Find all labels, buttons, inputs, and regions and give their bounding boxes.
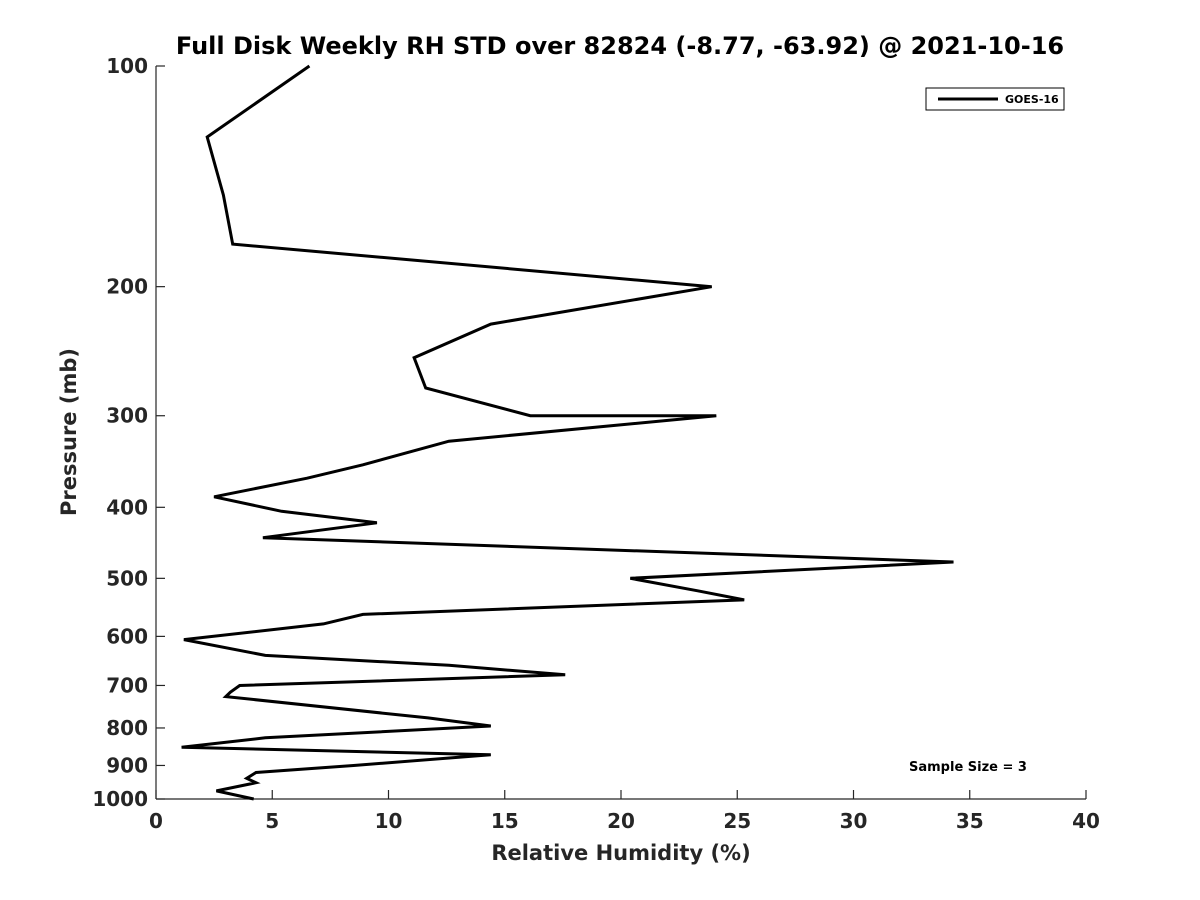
x-axis-label: Relative Humidity (%) [491, 841, 750, 865]
legend-label-goes-16: GOES-16 [1005, 93, 1059, 106]
y-tick-label: 200 [106, 275, 148, 299]
y-axis-label: Pressure (mb) [57, 348, 81, 516]
plot-frame [156, 66, 1086, 799]
y-tick-label: 800 [106, 716, 148, 740]
sample-size-annotation: Sample Size = 3 [909, 760, 1027, 775]
y-tick-label: 500 [106, 566, 148, 590]
y-tick-label: 700 [106, 673, 148, 697]
series-group [181, 64, 954, 801]
x-tick-label: 15 [491, 809, 519, 833]
x-tick-label: 30 [840, 809, 868, 833]
y-tick-label: 300 [106, 404, 148, 428]
series-line-goes-16 [181, 64, 954, 801]
chart-title: Full Disk Weekly RH STD over 82824 (-8.7… [176, 32, 1064, 60]
x-tick-label: 25 [723, 809, 751, 833]
x-tick-label: 5 [265, 809, 279, 833]
x-tick-label: 0 [149, 809, 163, 833]
x-tick-label: 20 [607, 809, 635, 833]
y-tick-label: 1000 [92, 787, 148, 811]
y-tick-label: 400 [106, 495, 148, 519]
x-tick-label: 10 [375, 809, 403, 833]
x-tick-label: 40 [1072, 809, 1100, 833]
y-tick-label: 900 [106, 753, 148, 777]
legend: GOES-16 [925, 87, 1065, 111]
y-tick-label: 100 [106, 54, 148, 78]
y-tick-label: 600 [106, 624, 148, 648]
x-tick-label: 35 [956, 809, 984, 833]
y-axis-ticks: 100 200 300 400 500 600 700 800 900 1000 [92, 54, 165, 811]
x-axis-ticks: 0 5 10 15 20 25 30 35 40 [149, 790, 1100, 833]
